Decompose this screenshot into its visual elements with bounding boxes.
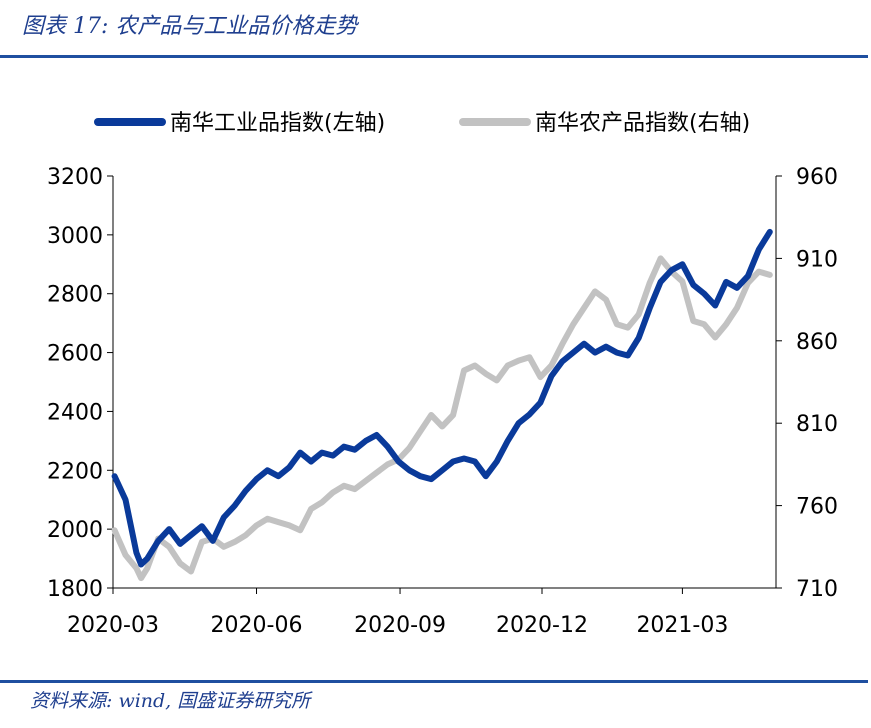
x-tick-label: 2021-03 <box>636 613 728 638</box>
y-left-tick-label: 2000 <box>47 518 103 543</box>
y-left-tick-label: 2600 <box>47 342 103 367</box>
bottom-rule <box>0 680 868 683</box>
legend: 南华工业品指数(左轴) 南华农产品指数(右轴) <box>94 111 750 136</box>
x-tick-label: 2020-09 <box>354 613 446 638</box>
series-line-agricultural <box>111 255 773 582</box>
y-right-tick-label: 960 <box>796 165 838 190</box>
y-left-tick-label: 1800 <box>47 577 103 602</box>
chart: 南华工业品指数(左轴) 南华农产品指数(右轴) 1800 2000 2200 2400… <box>47 111 838 638</box>
chart-title: 图表 17: 农产品与工业品价格走势 <box>22 14 358 39</box>
x-tick-label: 2020-03 <box>67 613 159 638</box>
series-line-industrial <box>111 228 773 568</box>
y-left-tick-label: 3200 <box>47 165 103 190</box>
legend-label-agricultural: 南华农产品指数(右轴) <box>535 111 750 136</box>
axes: 1800 2000 2200 2400 2600 2800 3000 3200 710 760 81… <box>47 165 838 638</box>
source-note: 资料来源: wind, 国盛证券研究所 <box>30 690 311 712</box>
y-right-tick-label: 910 <box>796 247 838 272</box>
y-right-tick-label: 710 <box>796 577 838 602</box>
x-tick-label: 2020-06 <box>211 613 303 638</box>
top-rule <box>0 55 868 58</box>
legend-label-industrial: 南华工业品指数(左轴) <box>170 111 385 136</box>
y-right-tick-label: 810 <box>796 412 838 437</box>
y-left-tick-label: 2800 <box>47 283 103 308</box>
y-right-tick-label: 860 <box>796 330 838 355</box>
y-right-tick-label: 760 <box>796 495 838 520</box>
y-left-tick-label: 2400 <box>47 400 103 425</box>
y-left-tick-label: 3000 <box>47 224 103 249</box>
y-left-tick-label: 2200 <box>47 459 103 484</box>
series-group <box>111 228 773 582</box>
x-tick-label: 2020-12 <box>496 613 588 638</box>
